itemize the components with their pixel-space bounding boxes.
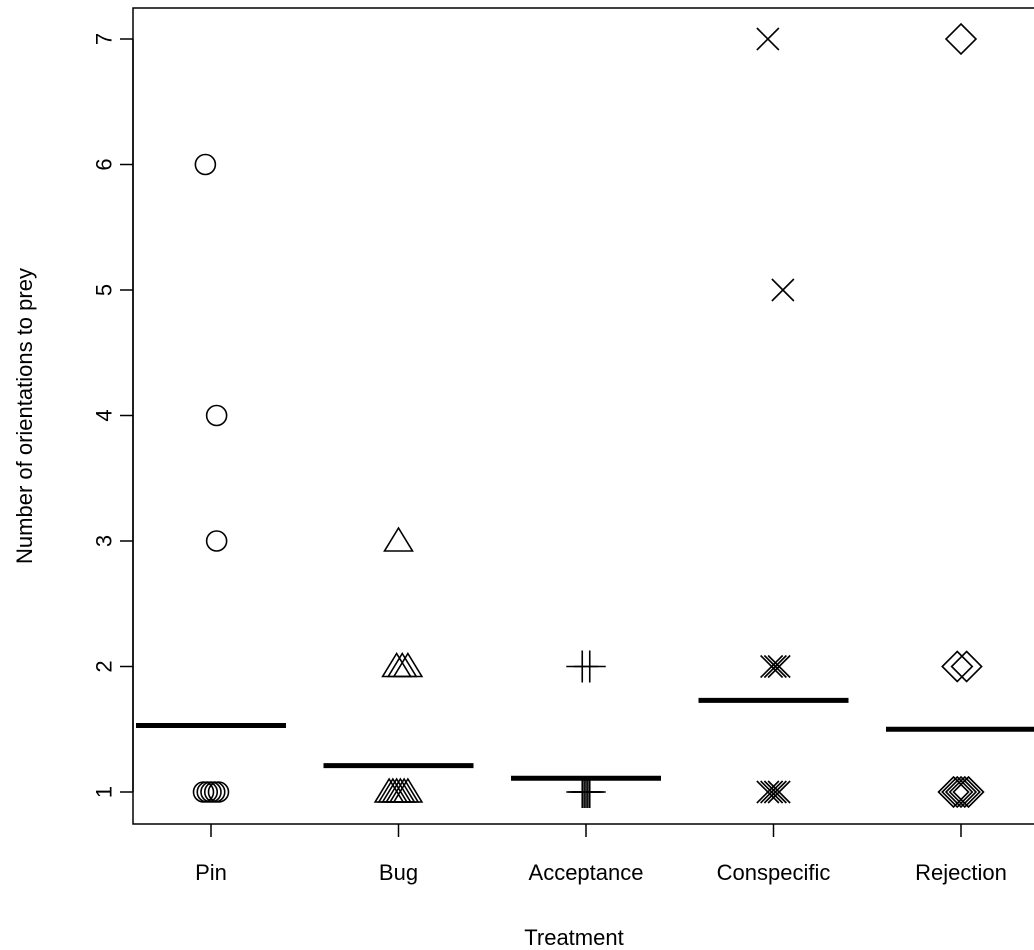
x-tick-label-conspecific: Conspecific xyxy=(717,860,831,885)
data-point-diamond xyxy=(937,775,970,809)
x-tick-label-pin: Pin xyxy=(195,860,227,885)
plot-frame xyxy=(132,7,1034,825)
data-point-triangle xyxy=(386,651,418,678)
data-point-circle xyxy=(205,404,228,427)
data-point-diamond xyxy=(941,775,974,809)
data-point-cross xyxy=(763,780,787,804)
y-tick-label: 3 xyxy=(92,535,117,547)
y-tick-label: 6 xyxy=(92,158,117,170)
data-point-diamond xyxy=(948,775,981,809)
mean-bars xyxy=(136,697,1034,781)
data-point-cross xyxy=(760,654,784,679)
x-axis: Pin Bug Acceptance Conspecific Rejection xyxy=(195,824,1007,885)
x-axis-title: Treatment xyxy=(524,925,623,950)
data-point-circle xyxy=(207,781,230,803)
x-tick-label-bug: Bug xyxy=(379,860,418,885)
data-point-triangle xyxy=(392,651,424,678)
data-point-circle xyxy=(205,530,228,552)
data-point-cross xyxy=(767,780,791,804)
data-point-triangle xyxy=(392,777,424,803)
y-tick-label: 7 xyxy=(92,33,117,45)
data-point-plus xyxy=(573,650,606,683)
x-tick-label-rejection: Rejection xyxy=(915,860,1007,885)
data-point-cross xyxy=(767,654,791,679)
data-point-cross xyxy=(763,654,787,679)
data-point-circle xyxy=(194,153,217,176)
y-tick-label: 2 xyxy=(92,660,117,672)
y-tick-label: 4 xyxy=(92,409,117,421)
data-point-diamond xyxy=(944,22,978,56)
x-tick-label-acceptance: Acceptance xyxy=(529,860,644,885)
y-tick-label: 5 xyxy=(92,284,117,296)
data-point-plus xyxy=(573,776,606,808)
data-point-triangle xyxy=(383,526,414,552)
data-point-cross xyxy=(756,27,780,51)
y-axis-title: Number of orientations to prey xyxy=(12,268,37,564)
data-point-diamond xyxy=(944,775,978,809)
data-point-diamond xyxy=(941,650,974,683)
y-tick-label: 1 xyxy=(92,786,117,798)
data-point-cross xyxy=(760,780,784,804)
y-axis: 1 2 3 4 5 6 7 xyxy=(92,33,134,798)
data-point-diamond xyxy=(950,650,983,683)
data-point-diamond xyxy=(952,775,985,809)
data-point-cross xyxy=(756,780,780,804)
data-points xyxy=(192,22,985,809)
data-point-cross xyxy=(771,278,795,302)
